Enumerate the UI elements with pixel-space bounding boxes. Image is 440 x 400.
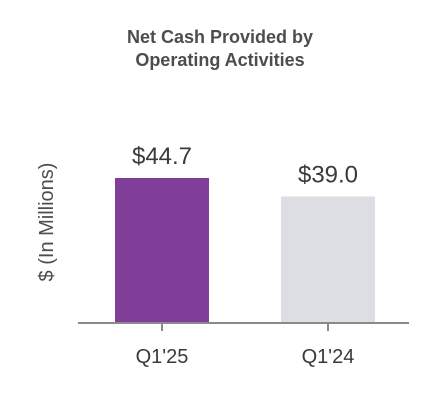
x-tick-label-1: Q1'25 bbox=[136, 346, 189, 368]
chart-title-line-2: Operating Activities bbox=[135, 50, 305, 70]
data-label-2: $39.0 bbox=[298, 161, 358, 188]
ticks-layer: Q1'25 Q1'24 bbox=[136, 323, 355, 368]
bars-layer: $44.7 $39.0 bbox=[115, 143, 375, 323]
data-label-1: $44.7 bbox=[132, 143, 192, 170]
bar-2 bbox=[281, 196, 375, 323]
chart-title-line-1: Net Cash Provided by bbox=[126, 27, 314, 47]
chart-title: Net Cash Provided by Operating Activitie… bbox=[0, 26, 440, 72]
x-tick-label-2: Q1'24 bbox=[302, 346, 355, 368]
y-axis-label: $ (In Millions) bbox=[36, 163, 58, 282]
bar-1 bbox=[115, 178, 209, 323]
